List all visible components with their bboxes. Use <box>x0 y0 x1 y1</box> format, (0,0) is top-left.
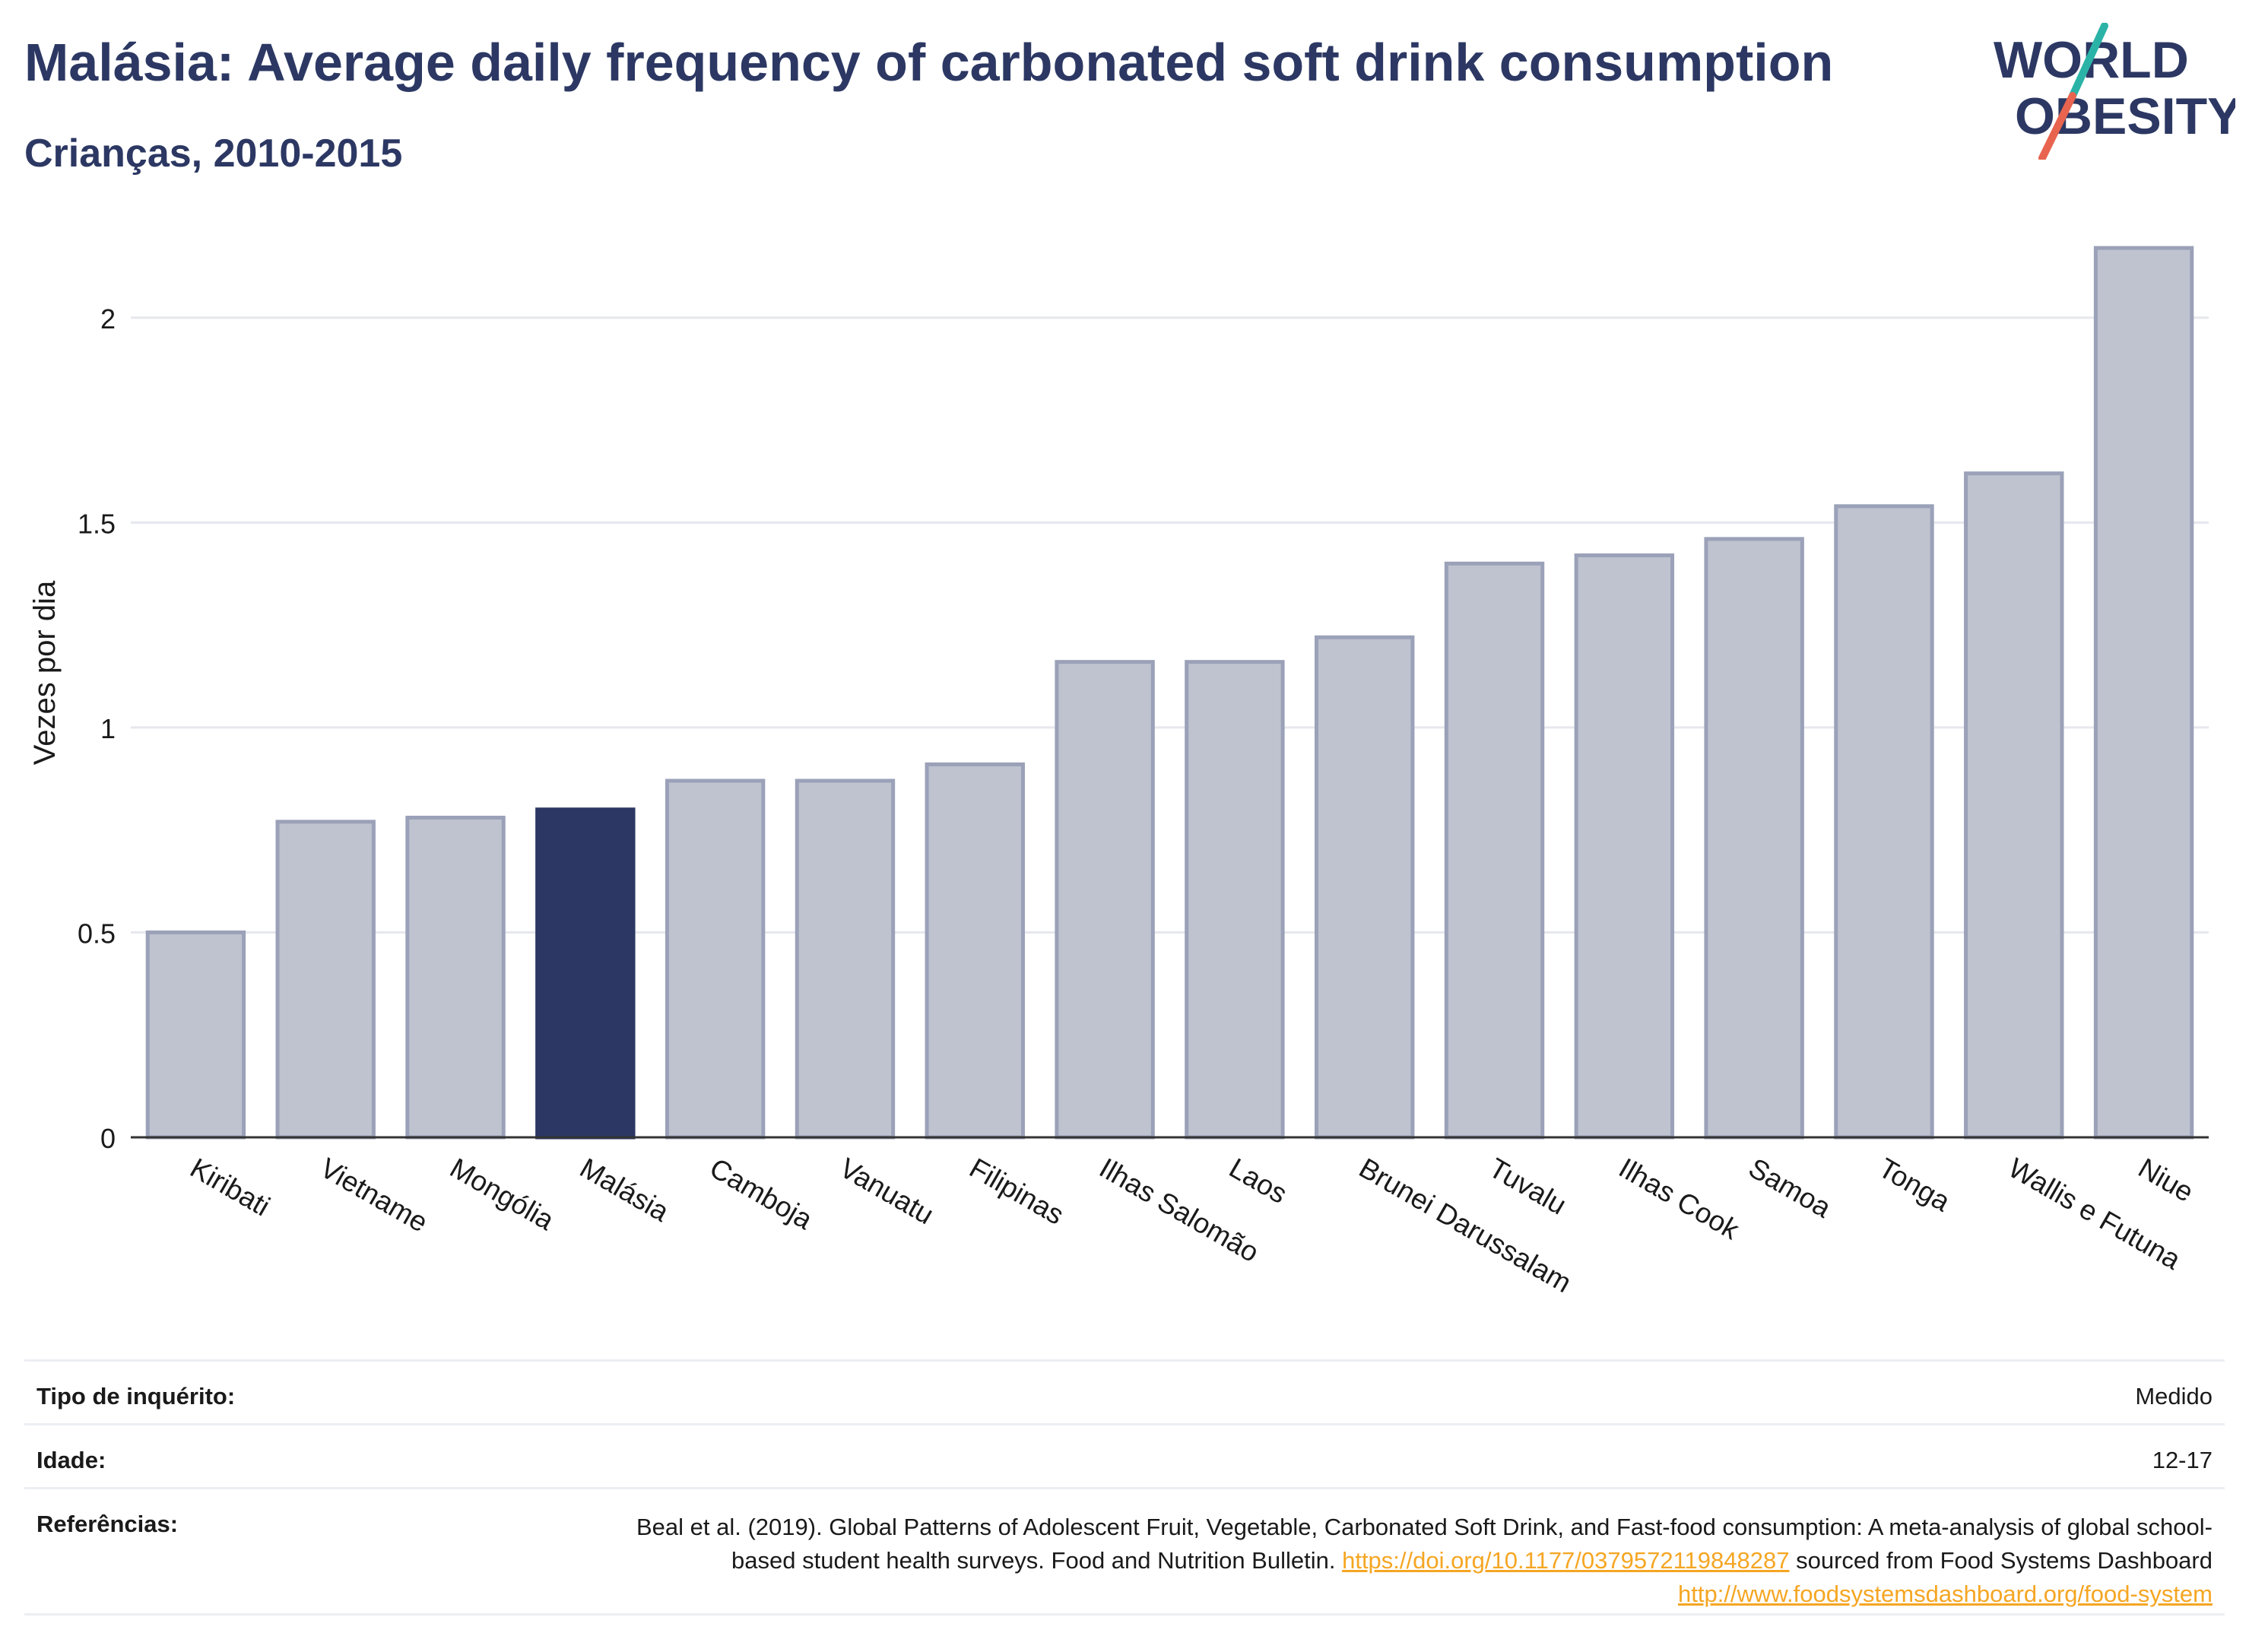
age-value: 12-17 <box>2152 1447 2213 1473</box>
x-tick-label: Tuvalu <box>1484 1152 1572 1220</box>
bar-ilhas-salomão[interactable] <box>1055 660 1155 1140</box>
references-text-2: sourced from Food Systems Dashboard <box>1789 1547 2213 1574</box>
x-tick-label: Tonga <box>1873 1152 1956 1217</box>
bar-mongólia[interactable] <box>405 816 506 1140</box>
references-value: Beal et al. (2019). Global Patterns of A… <box>616 1511 2213 1611</box>
y-tick-label: 0 <box>100 1123 116 1154</box>
x-tick-label: Kiribati <box>185 1152 274 1222</box>
doi-link[interactable]: https://doi.org/10.1177/0379572119848287 <box>1342 1547 1790 1574</box>
bar-samoa[interactable] <box>1704 537 1804 1140</box>
food-systems-dashboard-link[interactable]: http://www.foodsystemsdashboard.org/food… <box>1678 1581 2213 1607</box>
chart-title: Malásia: Average daily frequency of carb… <box>24 33 1834 92</box>
bar-vanuatu[interactable] <box>795 778 896 1140</box>
age-label: Idade: <box>36 1447 106 1473</box>
bar-niue[interactable] <box>2093 246 2194 1140</box>
bar-wallis-e-futuna[interactable] <box>1964 471 2064 1140</box>
x-tick-label: Samoa <box>1743 1152 1836 1223</box>
references-text-1: Beal et al. (2019). Global Patterns of A… <box>636 1514 2213 1574</box>
x-tick-label: Vanuatu <box>834 1152 939 1230</box>
survey-type-value: Medido <box>2135 1383 2213 1409</box>
info-table: Tipo de inquérito: Medido Idade: 12-17 R… <box>24 1359 2225 1616</box>
bar-laos[interactable] <box>1185 660 1285 1140</box>
bar-malásia[interactable] <box>535 807 636 1140</box>
y-axis-label: Vezes por dia <box>28 580 62 765</box>
x-tick-label: Ilhas Cook <box>1613 1152 1744 1245</box>
y-tick-label: 1 <box>100 713 116 744</box>
survey-type-row: Tipo de inquérito: Medido <box>24 1362 2225 1425</box>
x-tick-label: Mongólia <box>445 1152 560 1236</box>
survey-type-label: Tipo de inquérito: <box>36 1383 236 1409</box>
x-tick-label: Laos <box>1224 1152 1293 1210</box>
bar-kiribati[interactable] <box>145 930 246 1140</box>
bar-tonga[interactable] <box>1834 504 1934 1140</box>
x-tick-label: Filipinas <box>964 1152 1069 1230</box>
x-tick-label: Niue <box>2133 1152 2199 1208</box>
x-tick-label: Camboja <box>705 1152 818 1235</box>
references-row: Referências: Beal et al. (2019). Global … <box>24 1489 2225 1616</box>
chart-subtitle: Crianças, 2010-2015 <box>24 132 403 176</box>
bar-tuvalu[interactable] <box>1444 561 1545 1140</box>
y-tick-label: 1.5 <box>78 508 116 539</box>
y-tick-label: 2 <box>100 303 116 335</box>
references-label: Referências: <box>36 1511 179 1537</box>
logo-slash-teal <box>2069 23 2108 100</box>
y-tick-label: 0.5 <box>78 918 116 949</box>
age-row: Idade: 12-17 <box>24 1425 2225 1489</box>
world-obesity-logo: WORLD OBESITY <box>1994 23 2235 160</box>
logo-slash-red <box>2038 92 2076 160</box>
x-tick-label: Malásia <box>575 1152 674 1227</box>
bar-filipinas[interactable] <box>925 762 1025 1140</box>
bar-chart: 0 0.5 1 1.5 2 Kiribati Vietname Mongólia Malásia… <box>28 246 2209 1298</box>
bar-vietname[interactable] <box>275 820 376 1140</box>
bar-brunei-darussalam[interactable] <box>1315 635 1415 1140</box>
bar-camboja[interactable] <box>665 778 766 1140</box>
bars <box>145 246 2194 1140</box>
bar-ilhas-cook[interactable] <box>1574 553 1675 1140</box>
x-tick-label: Vietname <box>315 1152 433 1238</box>
x-tick-label: Brunei Darussalam <box>1354 1152 1577 1298</box>
